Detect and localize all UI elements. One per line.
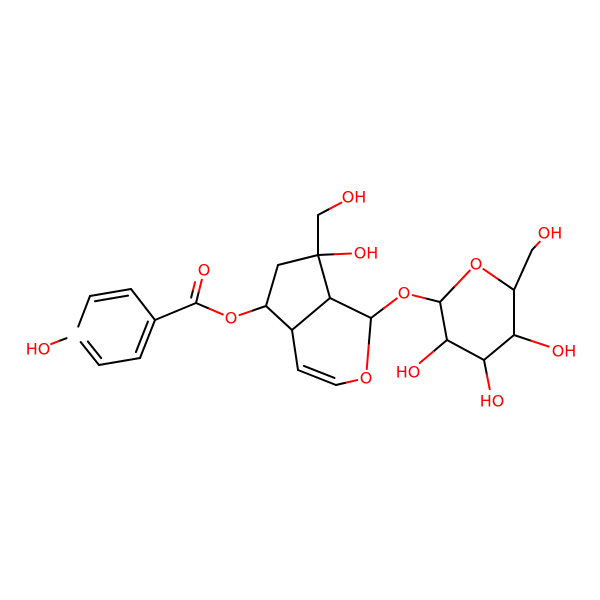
bond <box>118 357 141 363</box>
bond <box>329 297 352 309</box>
bond <box>328 201 343 210</box>
bond <box>140 320 149 338</box>
bond <box>446 339 467 351</box>
bond <box>453 269 471 288</box>
bond <box>310 297 331 315</box>
atom-label: O <box>225 309 238 328</box>
bond <box>146 319 156 340</box>
bond <box>318 370 336 379</box>
bond <box>278 317 293 331</box>
bond <box>98 360 121 366</box>
atom-label: OH <box>342 188 367 207</box>
bond <box>86 340 96 351</box>
bond <box>57 337 68 343</box>
atom-label: O <box>470 255 483 274</box>
bond <box>142 303 156 321</box>
bond <box>316 376 337 386</box>
atom-label: HO <box>396 363 421 382</box>
bond <box>297 254 319 261</box>
bond <box>195 302 211 310</box>
bond <box>345 379 359 384</box>
bond <box>302 364 321 373</box>
bond <box>483 359 488 376</box>
bond <box>370 307 385 319</box>
bond <box>89 291 112 297</box>
bond <box>291 329 296 351</box>
bond <box>265 305 280 319</box>
atom-label: OH <box>538 224 563 243</box>
bond <box>464 349 485 361</box>
bond <box>482 268 500 281</box>
bond <box>485 373 491 391</box>
bond <box>251 305 267 312</box>
bond <box>439 301 445 322</box>
bond <box>197 278 203 293</box>
bond <box>297 369 318 379</box>
bond <box>483 346 500 361</box>
bond <box>498 334 515 349</box>
bond <box>530 339 550 348</box>
bond <box>192 281 197 291</box>
atom-label: O <box>360 369 373 388</box>
bond <box>154 310 177 321</box>
bond <box>50 340 60 346</box>
bond <box>277 259 299 266</box>
bond <box>195 290 200 304</box>
atom-label: HO <box>480 392 505 411</box>
bond <box>335 381 348 386</box>
bond <box>83 295 91 313</box>
bond <box>317 253 336 256</box>
bond <box>382 297 398 310</box>
bond <box>79 341 91 355</box>
bond <box>88 352 100 366</box>
bond <box>425 297 441 303</box>
bond <box>323 275 331 299</box>
atom-label: O <box>398 284 411 303</box>
bond <box>291 313 312 331</box>
bond <box>513 269 524 291</box>
bond <box>109 288 132 294</box>
bond <box>317 207 331 216</box>
bond <box>190 288 195 299</box>
bond <box>349 307 372 319</box>
atom-label: OH <box>552 342 577 361</box>
bond <box>513 334 533 342</box>
bond <box>497 278 515 291</box>
bond <box>522 249 533 271</box>
bond <box>271 264 279 287</box>
bond <box>333 252 353 256</box>
atom-label: O <box>198 261 211 280</box>
bond <box>317 254 325 278</box>
atom-label: OH <box>354 244 379 263</box>
bond <box>130 288 144 306</box>
bond <box>411 294 428 300</box>
bond <box>432 339 448 353</box>
bond <box>93 348 103 360</box>
bond <box>265 284 273 307</box>
bond <box>110 294 130 300</box>
bond <box>208 307 224 316</box>
atom-label: HO <box>26 340 51 359</box>
bond <box>439 285 456 303</box>
bond <box>534 240 541 247</box>
bond <box>93 297 113 303</box>
bond <box>367 317 372 345</box>
bond <box>139 338 149 359</box>
bonds <box>50 201 550 391</box>
bond <box>365 342 370 371</box>
bond <box>238 309 254 317</box>
bond <box>418 350 435 364</box>
bond <box>174 302 197 313</box>
bond <box>77 310 86 328</box>
bond <box>442 320 448 341</box>
bond <box>134 335 143 354</box>
bond <box>294 349 299 371</box>
